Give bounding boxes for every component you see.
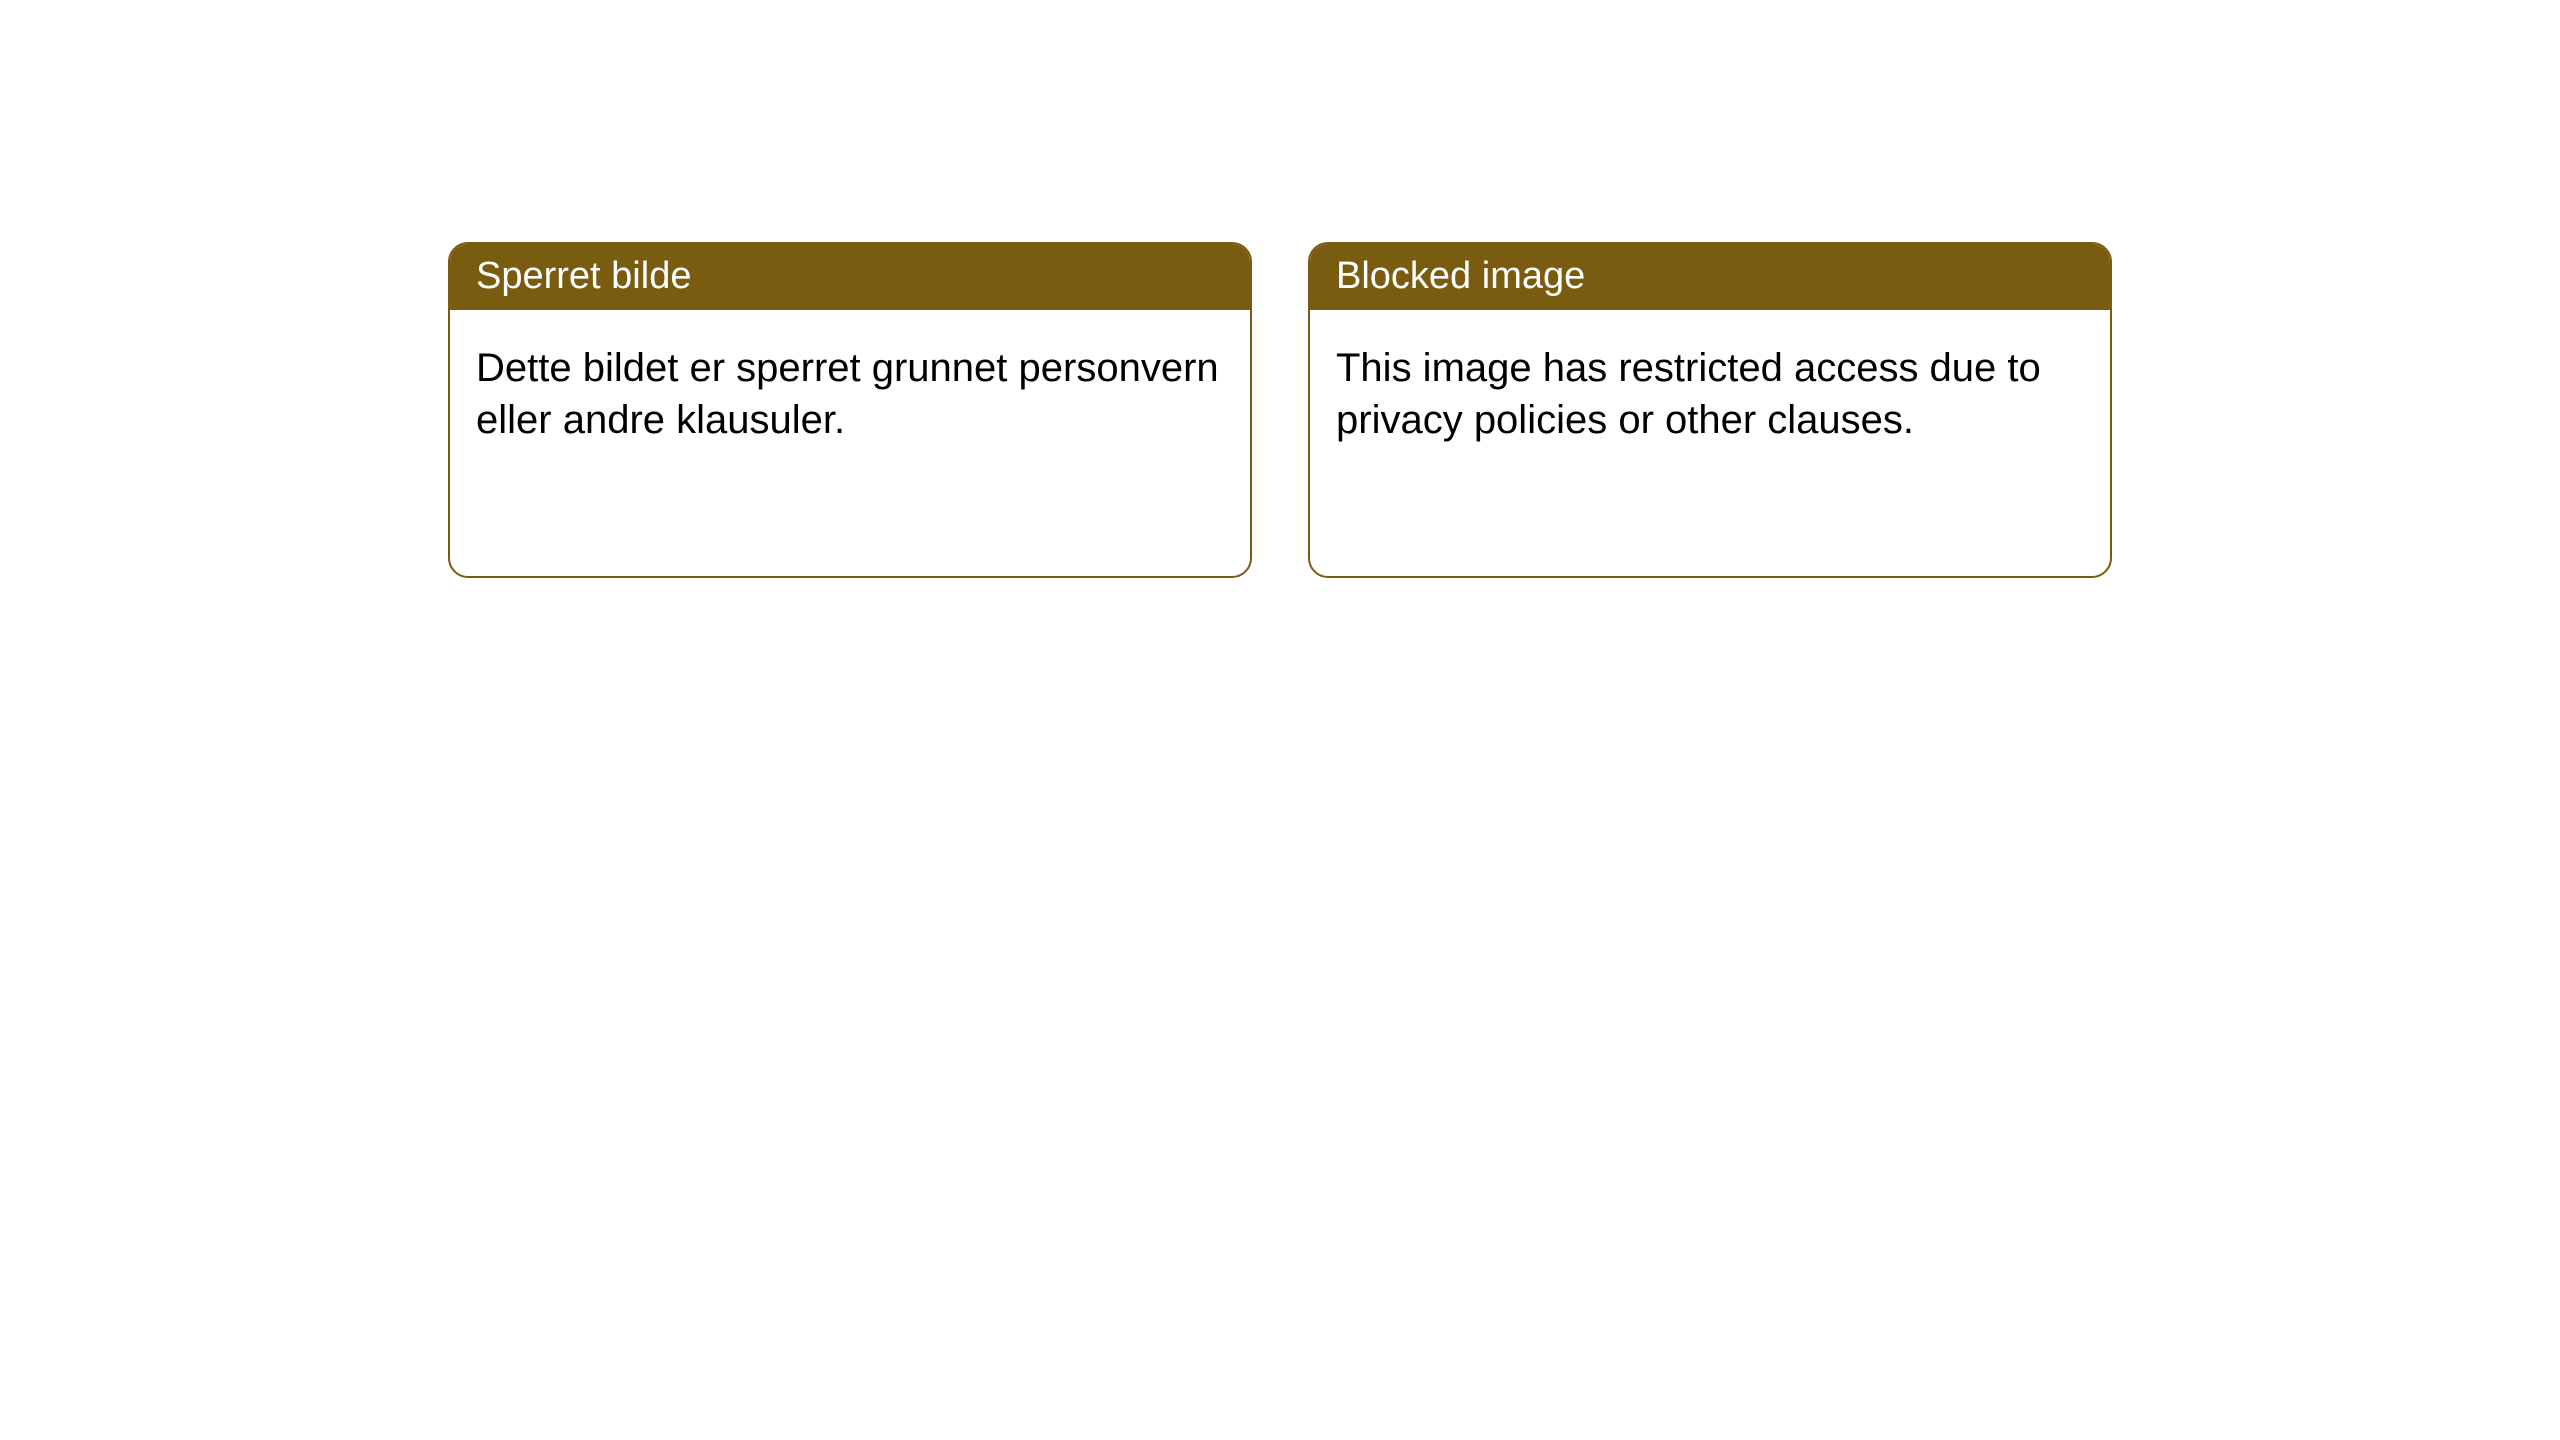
- notice-title-english: Blocked image: [1310, 244, 2110, 310]
- notice-container: Sperret bilde Dette bildet er sperret gr…: [0, 0, 2560, 578]
- notice-message-english: This image has restricted access due to …: [1310, 310, 2110, 480]
- notice-card-english: Blocked image This image has restricted …: [1308, 242, 2112, 578]
- notice-message-norwegian: Dette bildet er sperret grunnet personve…: [450, 310, 1250, 480]
- notice-card-norwegian: Sperret bilde Dette bildet er sperret gr…: [448, 242, 1252, 578]
- notice-title-norwegian: Sperret bilde: [450, 244, 1250, 310]
